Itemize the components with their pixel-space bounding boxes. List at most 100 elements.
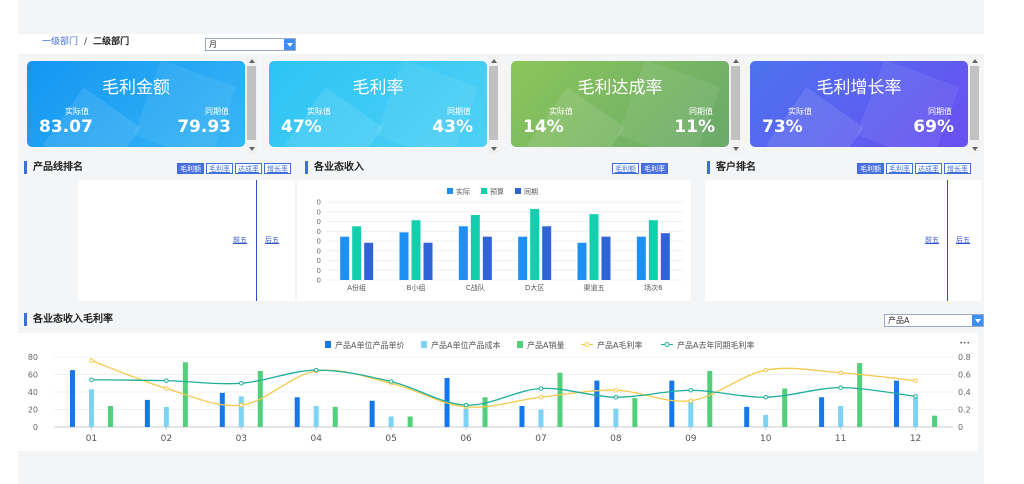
line-point — [613, 394, 619, 400]
line-point — [238, 380, 244, 386]
tab[interactable]: 毛利额 — [612, 163, 639, 174]
kpi-actual-value: 47% — [281, 117, 322, 137]
chevron-down-icon[interactable] — [284, 39, 295, 50]
x-tick-label: 12 — [910, 434, 921, 444]
bar — [313, 406, 319, 427]
scroll-thumb[interactable] — [970, 66, 979, 140]
kpi-scrollbar[interactable] — [969, 56, 980, 154]
kpi-scrollbar[interactable] — [246, 56, 257, 154]
line-point — [763, 394, 769, 400]
bar — [632, 398, 638, 427]
line-point — [538, 386, 544, 391]
tab[interactable]: 毛利率 — [206, 163, 233, 174]
bar — [613, 408, 619, 427]
y-left-tick-label: 40 — [28, 388, 38, 397]
bar — [669, 380, 675, 427]
bar — [660, 233, 670, 280]
legend-label: 预算 — [490, 187, 504, 196]
customer-rank-top5-link[interactable]: 前五 — [925, 236, 939, 244]
tab[interactable]: 达成率 — [235, 163, 262, 174]
kpi-prior-label: 同期值 — [689, 107, 713, 116]
tab[interactable]: 增长率 — [264, 163, 291, 174]
scroll-down-icon[interactable] — [491, 147, 497, 151]
scroll-up-icon[interactable] — [733, 59, 739, 63]
tab[interactable]: 毛利额 — [177, 163, 204, 174]
bar — [107, 406, 113, 427]
line-point — [463, 402, 469, 408]
bar — [69, 370, 75, 427]
product-select[interactable]: 产品A — [884, 314, 984, 327]
bar — [542, 226, 552, 280]
bar — [744, 406, 750, 427]
chevron-down-icon[interactable] — [972, 315, 983, 326]
scroll-up-icon[interactable] — [249, 59, 255, 63]
dashboard: 一级部门 / 二级部门 月 毛利金额 实际值 同期值 83.07 79.93 毛利率 实际值 同期… — [18, 0, 984, 484]
product-line-bottom5-link[interactable]: 后五 — [265, 236, 279, 244]
kpi-card[interactable]: 毛利达成率 实际值 同期值 14% 11% — [511, 61, 729, 147]
scroll-up-icon[interactable] — [491, 59, 497, 63]
kpi-scrollbar[interactable] — [730, 56, 741, 154]
scroll-thumb[interactable] — [247, 66, 256, 140]
product-line-divider — [256, 180, 257, 301]
kpi-prior-value: 43% — [432, 117, 473, 137]
tab[interactable]: 毛利率 — [641, 163, 668, 174]
kpi-actual-value: 14% — [523, 117, 564, 137]
x-tick-label: 04 — [310, 434, 322, 444]
kpi-actual-value: 73% — [762, 117, 803, 137]
scroll-up-icon[interactable] — [972, 59, 978, 63]
x-tick-label: 03 — [236, 434, 247, 444]
bar — [557, 372, 563, 427]
breadcrumb-level1[interactable]: 一级部门 — [42, 37, 79, 47]
series-line — [91, 359, 916, 408]
tab[interactable]: 毛利额 — [857, 163, 884, 174]
bar — [589, 214, 599, 280]
more-dots-icon[interactable]: ••• — [959, 340, 970, 347]
kpi-prior-label: 同期值 — [205, 107, 229, 116]
bar — [388, 416, 394, 427]
legend-swatch — [325, 341, 331, 348]
y-tick-label: 0 — [317, 218, 321, 226]
customer-rank-bottom5-link[interactable]: 后五 — [956, 236, 970, 244]
bar — [577, 242, 587, 280]
tab[interactable]: 达成率 — [915, 163, 942, 174]
bar — [894, 380, 900, 427]
bar — [688, 399, 694, 427]
kpi-card[interactable]: 毛利金额 实际值 同期值 83.07 79.93 — [27, 61, 245, 147]
kpi-title: 毛利增长率 — [816, 78, 902, 98]
bar — [399, 232, 409, 280]
kpi-scrollbar[interactable] — [488, 56, 499, 154]
y-tick-label: 0 — [317, 208, 321, 216]
kpi-title: 毛利达成率 — [577, 78, 663, 98]
y-tick-label: 0 — [317, 247, 321, 255]
scroll-down-icon[interactable] — [972, 147, 978, 151]
x-tick-label: D大区 — [525, 283, 544, 292]
y-left-tick-label: 0 — [33, 423, 38, 432]
legend-label: 产品A单位产品单价 — [335, 340, 404, 350]
kpi-actual-label: 实际值 — [307, 107, 331, 116]
x-tick-label: 09 — [685, 434, 697, 444]
kpi-card[interactable]: 毛利增长率 实际值 同期值 73% 69% — [750, 61, 968, 147]
legend-swatch — [517, 341, 523, 348]
tab[interactable]: 毛利率 — [886, 163, 913, 174]
y-left-tick-label: 80 — [28, 353, 38, 362]
bar — [763, 414, 769, 427]
scroll-thumb[interactable] — [731, 66, 740, 140]
bar — [88, 389, 94, 427]
bar — [144, 399, 150, 427]
period-select[interactable]: 月 — [205, 38, 296, 51]
bar — [219, 392, 225, 427]
scroll-down-icon[interactable] — [249, 147, 255, 151]
scroll-down-icon[interactable] — [733, 147, 739, 151]
line-point — [688, 387, 694, 393]
product-line-top5-link[interactable]: 前五 — [233, 236, 247, 244]
bar — [838, 406, 844, 427]
bar — [340, 236, 350, 280]
bar — [332, 406, 338, 427]
x-tick-label: 08 — [610, 434, 622, 444]
kpi-card[interactable]: 毛利率 实际值 同期值 47% 43% — [269, 61, 487, 147]
scroll-thumb[interactable] — [489, 66, 498, 140]
customer-rank-panel: 前五 后五 — [705, 180, 981, 301]
tab[interactable]: 增长率 — [944, 163, 971, 174]
kpi-actual-label: 实际值 — [788, 107, 812, 116]
